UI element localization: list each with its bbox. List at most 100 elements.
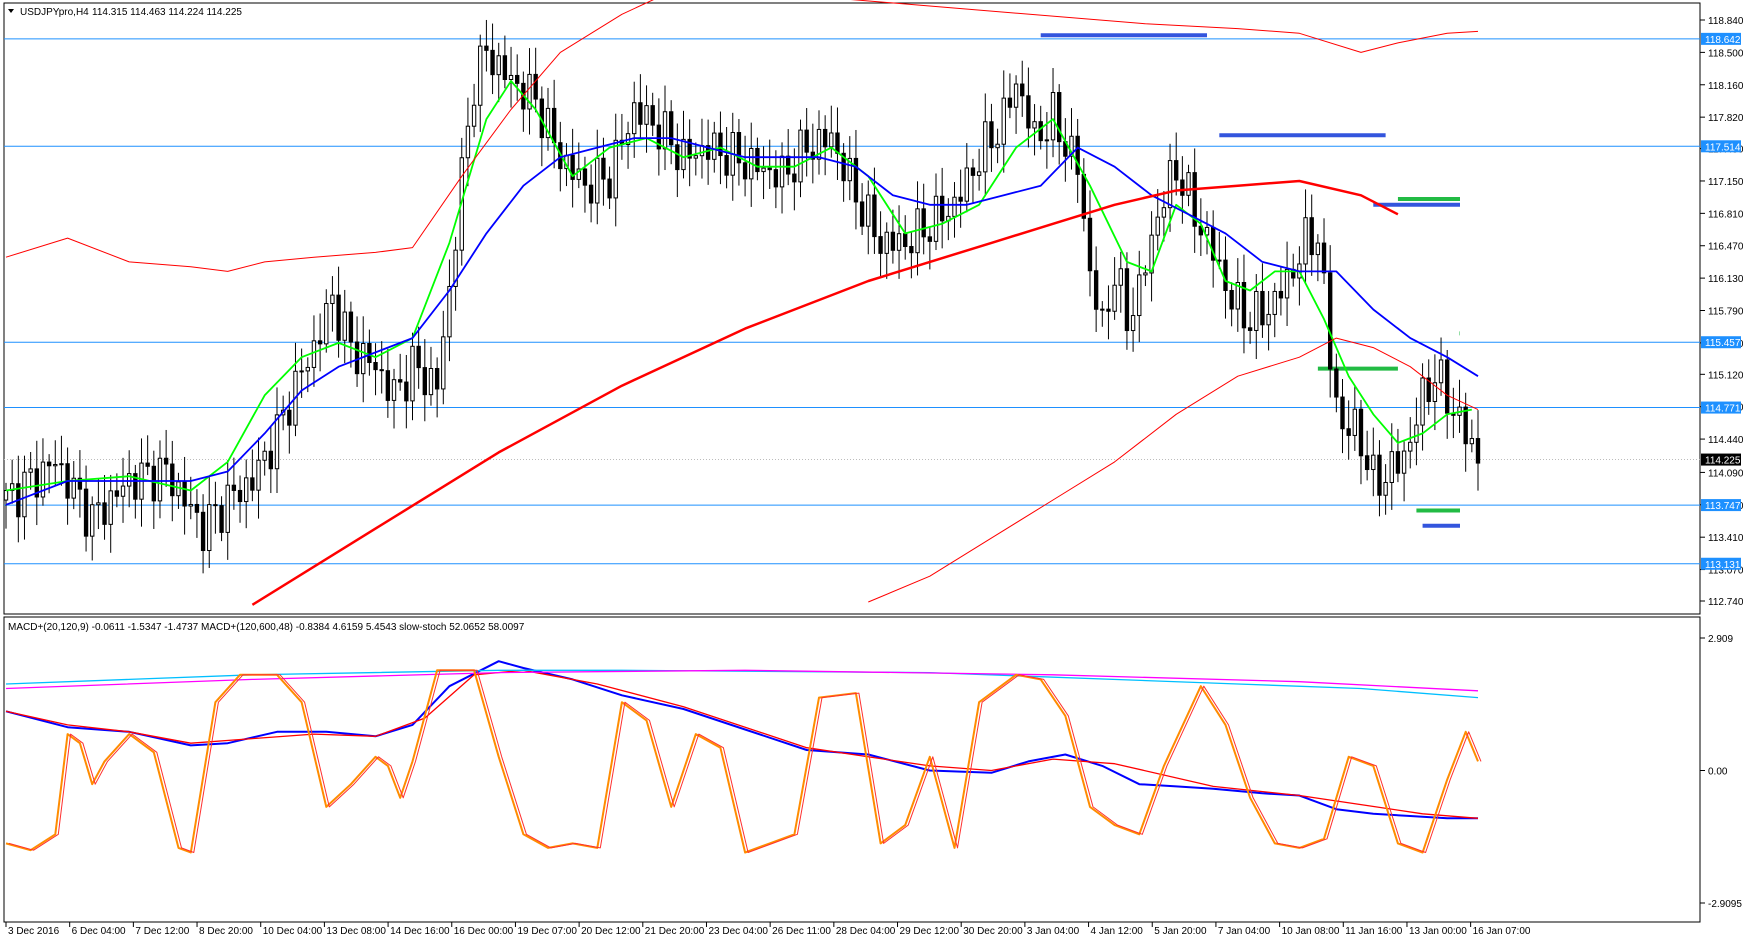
price-tick-label: 115.120 [1708,370,1743,381]
candle-body [145,462,150,467]
candle-body [712,132,717,160]
candle-body [607,178,612,199]
candle-body [1130,315,1136,332]
candle-body [1032,121,1037,129]
candle-body [428,368,434,396]
candle-body [317,340,323,345]
candle-body [422,367,427,396]
candle-body [1143,272,1148,276]
indicator-series-line [5,669,1479,854]
candle-body [478,45,483,106]
candle-body [9,483,15,492]
candle-body [650,105,655,126]
candle-body [34,468,39,498]
candle-body [656,124,662,150]
candle-body [1284,268,1290,299]
candle-body [779,155,785,188]
slow-ma-line [251,179,1399,606]
time-tick-label: 30 Dec 20:00 [963,926,1023,937]
candle-body [675,144,680,171]
candle-body [668,111,674,146]
candle-body [1167,160,1173,209]
candle-body [872,194,877,238]
candle-body [724,155,729,176]
candle-body [28,468,33,473]
candle-body [1192,172,1197,227]
main-price-panel[interactable]: USDJPYpro,H4 114.315 114.463 114.224 114… [3,0,1701,615]
candle-body [53,464,58,467]
candle-body [120,485,126,497]
candle-body [822,128,828,148]
candle-body [1432,382,1438,402]
time-tick-label: 16 Jan 07:00 [1473,926,1531,937]
time-tick-label: 13 Dec 08:00 [326,926,386,937]
candle-body [379,369,384,372]
candle-body [884,231,889,254]
candle-body [90,504,95,537]
candle-body [133,473,138,500]
candle-body [773,169,779,188]
candle-body [354,341,360,375]
candle-body [1303,217,1308,265]
candle-body [1426,377,1431,402]
candle-body [453,249,458,287]
candle-body [59,463,64,466]
level-price-label: 113.131 [1705,560,1741,571]
candle-body [1112,284,1117,312]
candle-body [970,167,976,176]
candle-body [545,107,551,139]
candle-body [262,450,267,461]
candle-body [410,345,415,402]
candle-body [995,143,1000,149]
time-tick-label: 10 Jan 08:00 [1282,926,1340,937]
price-tick-label: 112.740 [1708,597,1743,608]
candle-body [1013,83,1019,108]
candle-body [927,236,933,242]
indicator-tick-label: -2.9095 [1708,899,1742,910]
candle-body [1050,92,1056,141]
menu-triangle-icon[interactable] [8,9,14,13]
candle-body [595,157,600,204]
candle-body [687,138,692,159]
candle-body [391,379,397,401]
candle-body [1346,428,1351,436]
upper-band-line [5,0,1479,272]
price-tick-label: 117.820 [1708,113,1743,124]
lower-band-line [868,337,1479,603]
candle-body [1106,308,1111,312]
candle-body [114,490,120,497]
candle-body [921,208,926,238]
candle-body [742,162,748,180]
candle-body [939,195,945,222]
level-price-label: 117.514 [1705,142,1741,153]
candle-body [1327,272,1333,370]
candle-body [933,195,939,242]
candle-body [1081,173,1087,219]
candle-body [841,152,846,182]
level-price-tag [1701,140,1741,153]
candle-body [866,194,871,227]
price-tick-label: 116.130 [1708,274,1743,285]
candle-body [847,157,852,182]
candle-body [1038,121,1043,142]
candle-body [102,502,107,525]
candle-body [83,488,89,537]
candle-body [515,74,520,84]
candle-body [1383,481,1388,496]
time-tick-label: 8 Dec 20:00 [199,926,253,937]
candle-body [182,481,187,507]
candle-body [3,490,9,501]
candle-body [644,105,649,125]
candle-body [96,502,101,506]
price-tick-label: 116.470 [1708,242,1743,253]
candle-body [404,381,409,402]
time-tick-label: 4 Jan 12:00 [1091,926,1144,937]
candle-body [798,129,803,183]
candle-body [373,362,378,371]
candle-body [878,236,883,254]
time-tick-label: 7 Dec 12:00 [135,926,189,937]
candle-body [484,45,489,51]
candle-body [77,477,83,490]
indicator-panel[interactable]: MACD+(20,120,9) -0.0611 -1.5347 -1.4737 … [3,616,1701,923]
candle-body [1223,259,1228,291]
